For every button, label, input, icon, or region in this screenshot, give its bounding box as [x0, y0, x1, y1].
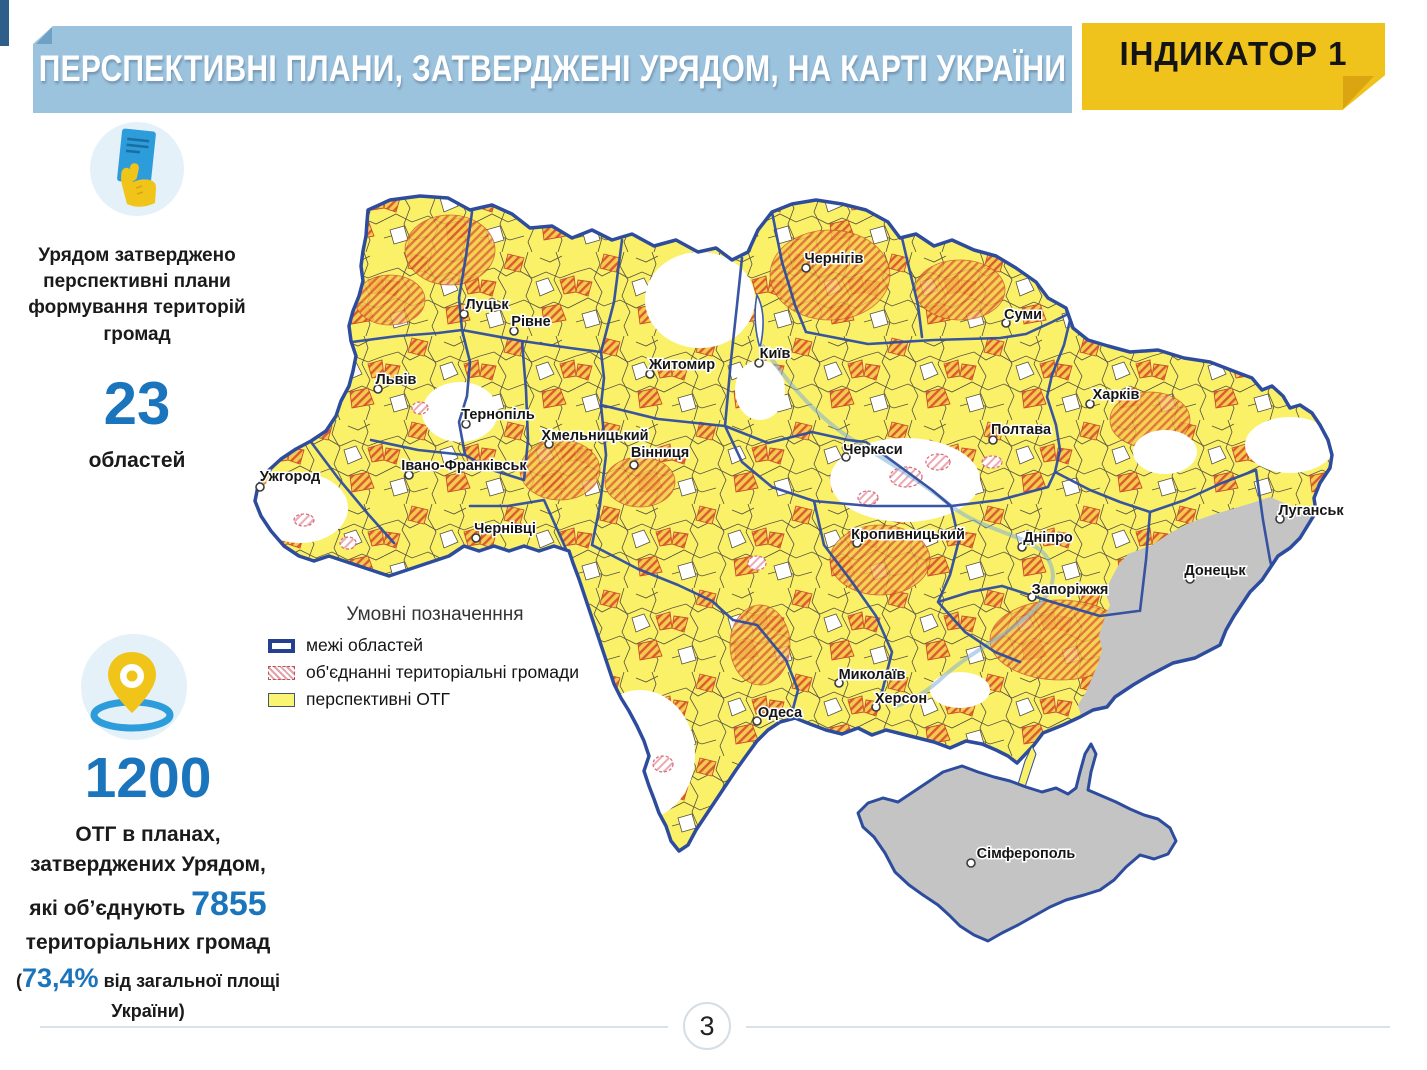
hromadas-count: 7855 — [191, 884, 267, 923]
city-marker-dot — [1001, 318, 1011, 328]
city-marker-dot — [509, 326, 519, 336]
city-marker-dot — [841, 452, 851, 462]
map-pin-icon — [81, 634, 187, 740]
map-legend: Умовні позначенння межі областей об'єдна… — [268, 604, 602, 716]
city-marker-dot — [544, 439, 554, 449]
city-marker-dot — [1185, 574, 1195, 584]
city-marker-dot — [1017, 542, 1027, 552]
stat-bottom-line5: (73,4% від загальної площі — [16, 962, 280, 993]
city-marker-dot — [404, 470, 414, 480]
stat-bottom-line1: ОТГ в планах, — [75, 823, 221, 846]
legend-item-label: перспективні ОТГ — [306, 689, 451, 709]
indicator-badge-label: ІНДИКАТОР 1 — [1119, 35, 1348, 72]
legend-item-oblast-borders: межі областей — [268, 635, 602, 656]
legend-item-united-hromadas: об'єднанні територіальні громади — [268, 662, 602, 683]
city-marker-dot — [966, 858, 976, 868]
city-label: Чернівці — [474, 521, 536, 537]
city-label: Кропивницький — [851, 527, 965, 543]
united-hromadas-swatch — [268, 665, 295, 680]
city-label: Харків — [1093, 387, 1140, 403]
stat-top-unit: областей — [88, 449, 186, 472]
stat-bottom-value: 1200 — [84, 746, 212, 810]
oblast-borders — [309, 210, 1282, 718]
oblast-borders-swatch — [268, 638, 295, 653]
city-marker-dot — [459, 309, 469, 319]
city-label: Чернігів — [805, 251, 864, 267]
page-number-badge: 3 — [683, 1002, 731, 1050]
legend-item-label: межі областей — [306, 635, 424, 655]
city-marker-dot — [834, 678, 844, 688]
stat-top-value: 23 — [103, 370, 171, 437]
footer-divider-left — [40, 1026, 668, 1028]
city-marker-dot — [1085, 399, 1095, 409]
kyiv-reservoir — [754, 292, 764, 352]
corner-accent-chip — [0, 0, 9, 46]
city-label: Запоріжжя — [1032, 582, 1109, 598]
city-label: Луцьк — [465, 297, 509, 313]
legend-item-perspective-otg: перспективні ОТГ — [268, 689, 602, 710]
city-marker-dot — [373, 384, 383, 394]
stat-bottom-text: ОТГ в планах, затверджених Урядом, які о… — [5, 820, 291, 1025]
city-label: Полтава — [991, 422, 1052, 438]
page-title: ПЕРСПЕКТИВНІ ПЛАНИ, ЗАТВЕРДЖЕНІ УРЯДОМ, … — [38, 48, 1067, 90]
city-marker-dot — [801, 263, 811, 273]
city-marker-dot — [255, 482, 265, 492]
city-label: Хмельницький — [541, 428, 648, 444]
city-label: Київ — [760, 346, 791, 362]
city-label: Херсон — [875, 691, 927, 707]
city-label: Сімферополь — [977, 846, 1076, 862]
crimea-region — [856, 742, 1178, 943]
city-marker-dot — [645, 369, 655, 379]
occupied-east-region — [1078, 497, 1325, 719]
city-label: Івано-Франківськ — [401, 458, 527, 474]
city-marker-dot — [1275, 514, 1285, 524]
city-label: Донецьк — [1184, 563, 1246, 579]
footer-divider-right — [746, 1026, 1390, 1028]
title-bar: ПЕРСПЕКТИВНІ ПЛАНИ, ЗАТВЕРДЖЕНІ УРЯДОМ, … — [33, 26, 1072, 113]
document-in-hand-icon — [90, 122, 184, 216]
area-percentage: 73,4% — [22, 962, 99, 993]
city-marker-dot — [471, 533, 481, 543]
national-border — [253, 194, 1334, 853]
city-label: Львів — [376, 372, 417, 388]
city-marker-dot — [871, 702, 881, 712]
city-marker-dot — [752, 716, 762, 726]
city-label: Черкаси — [843, 442, 902, 458]
city-marker-dot — [629, 460, 639, 470]
city-label: Рівне — [511, 314, 550, 330]
legend-item-label: об'єднанні територіальні громади — [306, 662, 580, 682]
city-label: Суми — [1004, 307, 1042, 323]
city-marker-dot — [852, 538, 862, 548]
city-label: Дніпро — [1023, 530, 1073, 546]
page-number: 3 — [699, 1010, 715, 1041]
city-label: Вінниця — [631, 445, 689, 461]
indicator-badge: ІНДИКАТОР 1 — [1082, 23, 1385, 110]
city-label: Миколаїв — [839, 667, 906, 683]
stat-top-description: Урядом затверджено перспективні плани фо… — [28, 245, 246, 345]
stat-bottom-line4: територіальних громад — [25, 930, 271, 954]
city-label: Луганськ — [1278, 503, 1344, 519]
city-label: Ужгород — [260, 469, 321, 485]
city-marker-dot — [461, 419, 471, 429]
stat-bottom-line2: затверджених Урядом, — [30, 852, 266, 876]
city-label: Житомир — [648, 357, 715, 373]
stat-bottom-line6: України) — [111, 1001, 185, 1022]
legend-title: Умовні позначенння — [346, 604, 524, 625]
perspective-otg-swatch — [268, 692, 295, 707]
stat-bottom-line3: які об’єднують 7855 — [29, 884, 267, 923]
city-label: Тернопіль — [461, 407, 535, 423]
city-marker-dot — [988, 435, 998, 445]
city-label: Одеса — [758, 705, 803, 721]
city-marker-dot — [754, 358, 764, 368]
city-marker-dot — [1027, 592, 1037, 602]
